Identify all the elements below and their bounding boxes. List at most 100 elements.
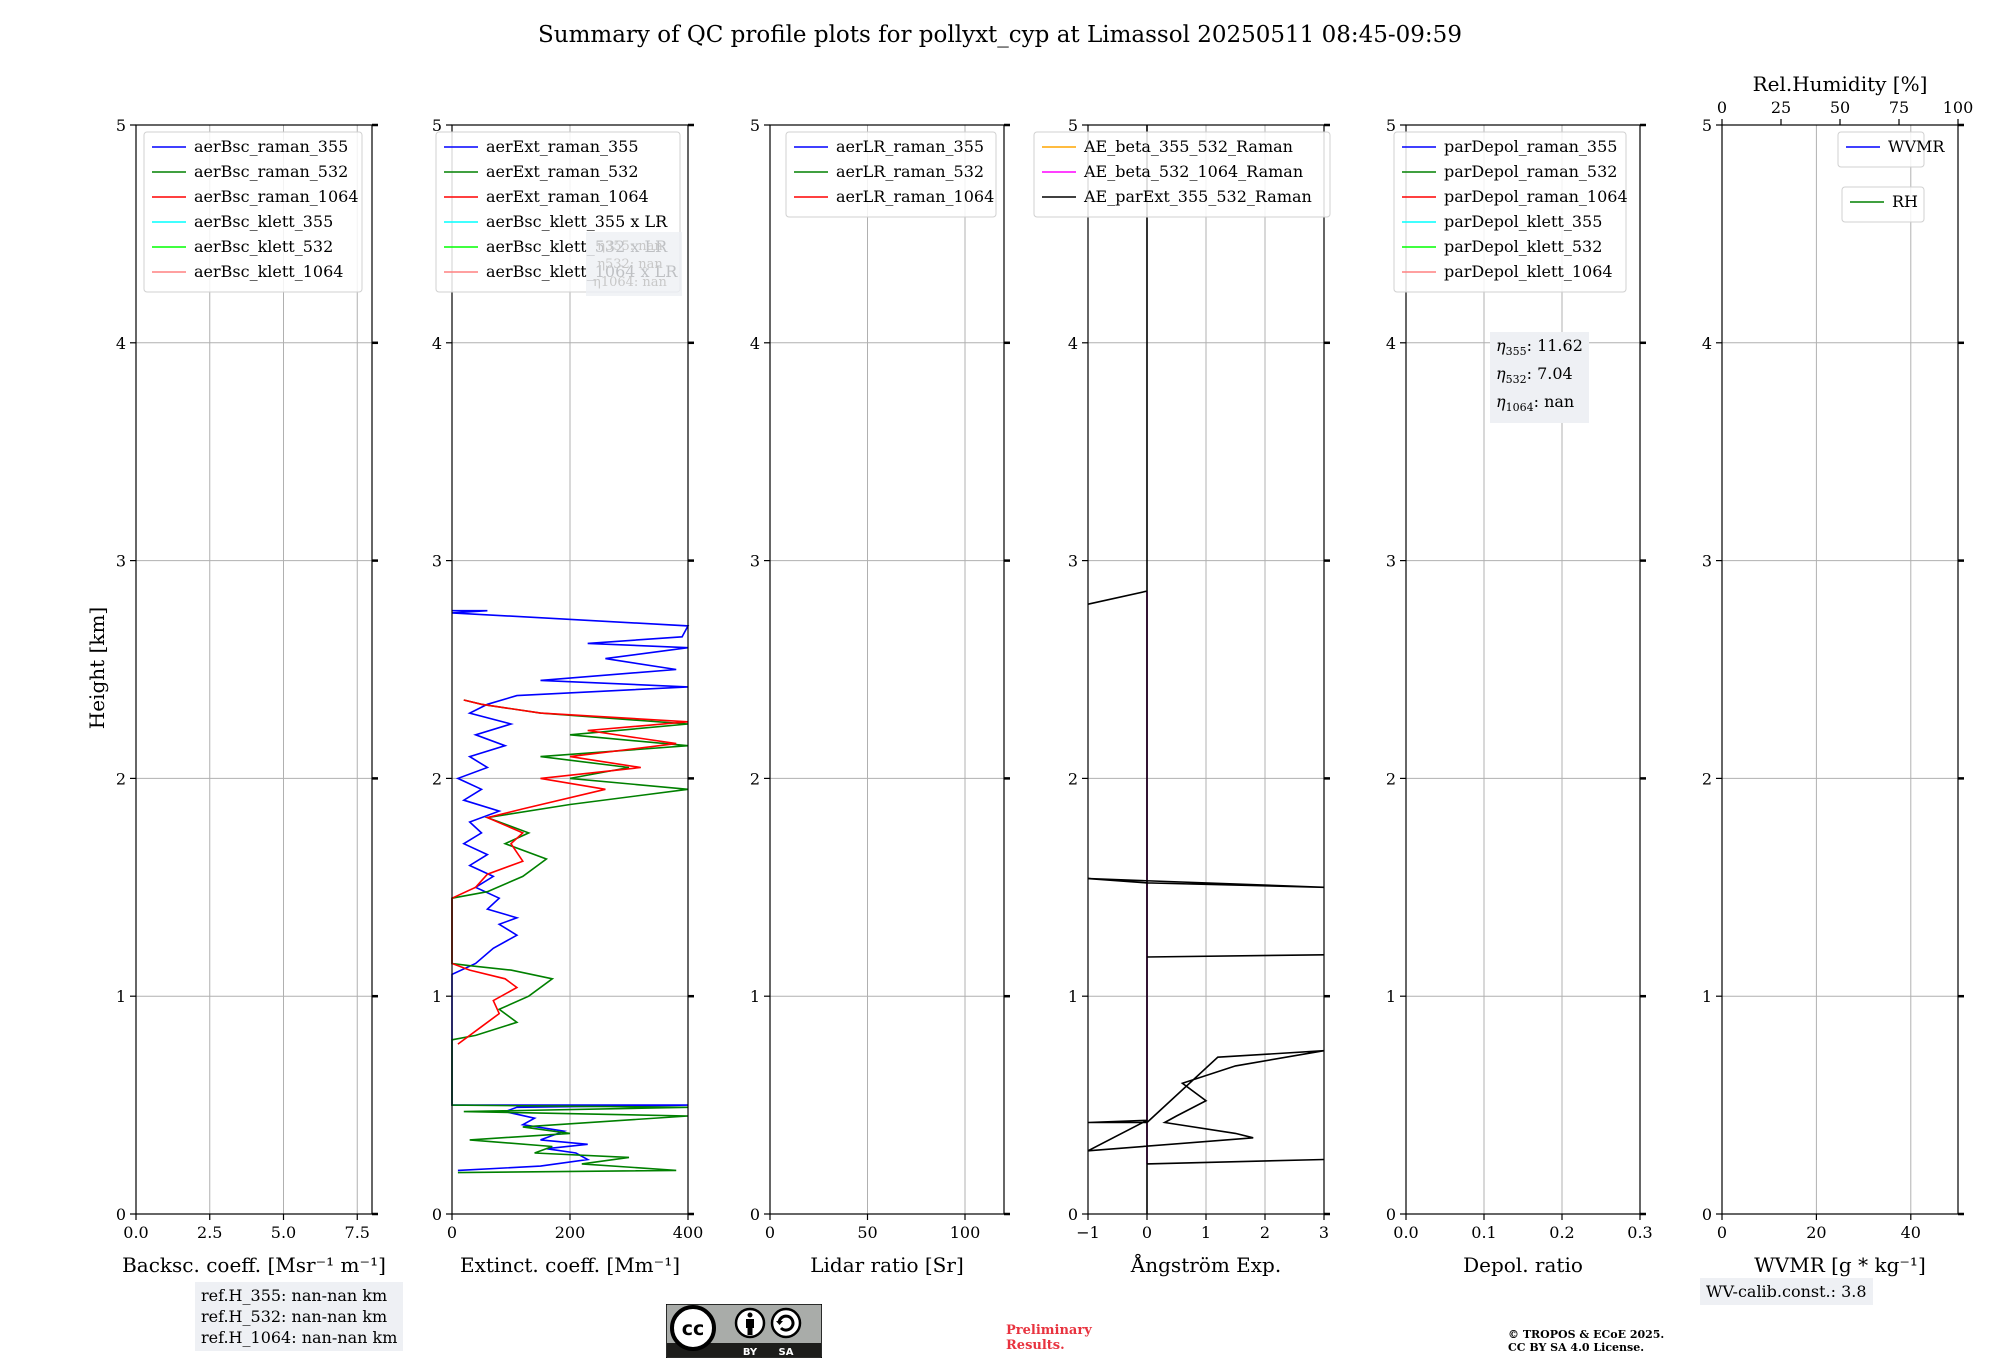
x-tick-label: 200 <box>555 1223 586 1242</box>
preliminary-line-1: Preliminary <box>1006 1323 1092 1338</box>
copyright-line-2: CC BY SA 4.0 License. <box>1508 1341 1645 1354</box>
x-axis-label: WVMR [g * kg⁻¹] <box>1754 1253 1926 1277</box>
hidden-eta-label: η532: nan <box>597 257 663 272</box>
legend-entry: aerBsc_klett_355 x LR <box>486 212 668 231</box>
y-tick-label: 2 <box>1702 769 1712 788</box>
y-tick-label: 0 <box>1702 1205 1712 1224</box>
legend: aerLR_raman_355 aerLR_raman_532 aerLR_rama… <box>785 131 997 218</box>
top-x-tick-label: 25 <box>1771 98 1791 117</box>
y-tick-label: 0 <box>750 1205 760 1224</box>
legend-entry: aerBsc_raman_532 <box>194 162 348 181</box>
y-tick-label: 2 <box>1068 769 1078 788</box>
top-x-tick-label: 75 <box>1889 98 1909 117</box>
legend-entry: WVMR <box>1888 137 1945 156</box>
x-tick-label: 0 <box>765 1223 775 1242</box>
y-tick-label: 2 <box>750 769 760 788</box>
cc-license-badge: cc BY SA <box>666 1304 822 1358</box>
legend-entry: aerBsc_klett_532 <box>194 237 333 256</box>
legend-entry: aerExt_raman_355 <box>486 137 639 156</box>
x-tick-label: 0.0 <box>123 1223 148 1242</box>
eta-box: η355: 11.62 η532: 7.04 η1064: nan <box>1490 332 1589 423</box>
panel-1: aerBsc_raman_355 aerBsc_raman_532 aerBsc_r… <box>130 123 378 1220</box>
copyright-line-1: © TROPOS & ECoE 2025. <box>1508 1328 1665 1341</box>
cc-icon <box>670 1305 716 1351</box>
ref-h-1064: ref.H_1064: nan-nan km <box>201 1328 398 1347</box>
x-tick-label: 1 <box>1201 1223 1211 1242</box>
x-tick-label: 0.3 <box>1627 1223 1652 1242</box>
legend-entry: aerExt_raman_1064 <box>486 187 649 206</box>
x-tick-label: 50 <box>857 1223 877 1242</box>
legend-entry: parDepol_klett_532 <box>1444 237 1602 256</box>
ref-h-532: ref.H_532: nan-nan km <box>201 1307 388 1326</box>
y-tick-label: 1 <box>1386 987 1396 1006</box>
legend-entry: aerBsc_klett_355 <box>194 212 333 231</box>
y-tick-label: 2 <box>116 769 126 788</box>
legend: AE_beta_355_532_Raman AE_beta_532_1064_Ra… <box>1033 131 1331 218</box>
top-x-tick-label: 0 <box>1717 98 1727 117</box>
panel-5: parDepol_raman_355 parDepol_raman_532 parD… <box>1393 123 1646 1220</box>
cc-sa-label: SA <box>779 1347 794 1358</box>
y-tick-label: 0 <box>116 1205 126 1224</box>
x-axis-label: Depol. ratio <box>1463 1253 1583 1277</box>
y-tick-label: 5 <box>1068 116 1078 135</box>
legend-entry: aerLR_raman_355 <box>836 137 984 156</box>
panel-4: AE_beta_355_532_Raman AE_beta_532_1064_Ra… <box>1033 123 1331 1220</box>
eta-532: η532: 7.04 <box>1496 364 1573 387</box>
copyright-note: © TROPOS & ECoE 2025. CC BY SA 4.0 Licen… <box>1508 1328 1664 1354</box>
legend-entry: aerBsc_raman_1064 <box>194 187 359 206</box>
y-tick-label: 3 <box>750 552 760 571</box>
legend-entry: aerLR_raman_1064 <box>836 187 994 206</box>
y-tick-label: 0 <box>1068 1205 1078 1224</box>
hidden-eta-box <box>586 232 682 296</box>
wv-calib-box: WV-calib.const.: 3.8 <box>1700 1278 1873 1305</box>
legend-entry: parDepol_raman_1064 <box>1444 187 1628 206</box>
y-tick-label: 2 <box>1386 769 1396 788</box>
x-tick-label: 2 <box>1260 1223 1270 1242</box>
panel-6: WVMR RH <box>1716 119 1964 1220</box>
preliminary-results-note: Preliminary Results. <box>1006 1323 1092 1353</box>
y-tick-label: 4 <box>1068 334 1078 353</box>
legend-rh: RH <box>1841 186 1925 223</box>
y-tick-label: 1 <box>1068 987 1078 1006</box>
legend-entry: parDepol_raman_532 <box>1444 162 1617 181</box>
y-tick-label: 4 <box>1386 334 1396 353</box>
y-tick-label: 4 <box>432 334 442 353</box>
legend-frame <box>1841 186 1925 223</box>
x-tick-label: 5.0 <box>271 1223 296 1242</box>
series-AE_parExt_355_532_Raman <box>1087 125 1325 1214</box>
axes-frame <box>1405 124 1641 1215</box>
y-tick-label: 3 <box>116 552 126 571</box>
y-tick-label: 4 <box>750 334 760 353</box>
reference-height-box: ref.H_355: nan-nan km ref.H_532: nan-nan… <box>195 1282 404 1351</box>
x-tick-label: 3 <box>1319 1223 1329 1242</box>
hidden-eta-label: η1064: nan <box>593 275 668 290</box>
panel-2: aerExt_raman_355 aerExt_raman_532 aerExt_r… <box>435 123 694 1220</box>
x-tick-label: 400 <box>673 1223 704 1242</box>
y-tick-label: 1 <box>1702 987 1712 1006</box>
x-tick-label: 40 <box>1901 1223 1921 1242</box>
x-axis-label: Ångström Exp. <box>1130 1252 1281 1277</box>
series-aerExt_raman_355 <box>451 609 690 1172</box>
eta-1064: η1064: nan <box>1496 392 1575 415</box>
y-tick-label: 2 <box>432 769 442 788</box>
axes-frame <box>1721 124 1959 1215</box>
y-tick-label: 1 <box>116 987 126 1006</box>
y-tick-label: 3 <box>1702 552 1712 571</box>
x-tick-label: 0 <box>1717 1223 1727 1242</box>
legend: aerBsc_raman_355 aerBsc_raman_532 aerBsc_r… <box>143 131 363 293</box>
axes-frame <box>769 124 1005 1215</box>
legend-entry: parDepol_klett_1064 <box>1444 262 1613 281</box>
y-tick-label: 0 <box>432 1205 442 1224</box>
legend-frame <box>143 131 363 293</box>
x-tick-label: 0.2 <box>1549 1223 1574 1242</box>
y-tick-label: 5 <box>116 116 126 135</box>
y-tick-label: 5 <box>1386 116 1396 135</box>
y-tick-label: 3 <box>1068 552 1078 571</box>
y-tick-label: 1 <box>750 987 760 1006</box>
series-aerExt_raman_532 <box>451 699 689 1174</box>
y-tick-label: 5 <box>750 116 760 135</box>
y-tick-label: 4 <box>116 334 126 353</box>
x-axis-label: Extinct. coeff. [Mm⁻¹] <box>460 1253 680 1277</box>
y-tick-label: 0 <box>1386 1205 1396 1224</box>
